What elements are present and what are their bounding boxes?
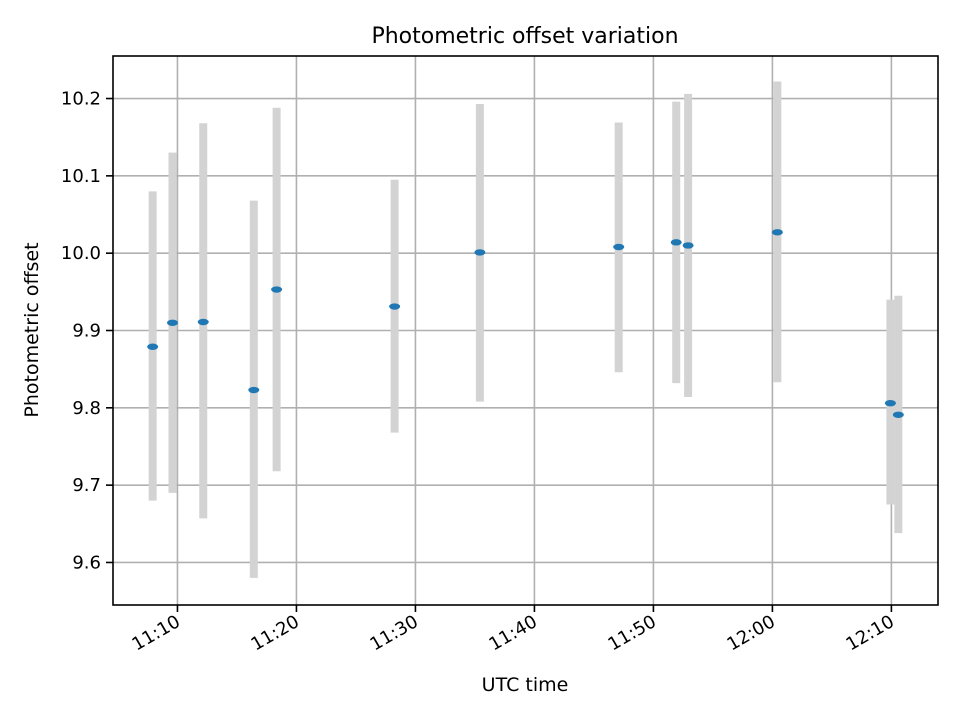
x-tick-label: 11:50 (604, 611, 659, 655)
x-tick-label: 11:20 (248, 611, 303, 655)
data-point (884, 399, 896, 407)
y-tick-label: 9.9 (72, 321, 101, 342)
y-tick-label: 10.1 (61, 166, 101, 187)
y-tick-label: 9.6 (72, 552, 101, 573)
x-tick-label: 12:10 (842, 611, 897, 655)
y-tick-label: 9.8 (72, 398, 101, 419)
data-point (613, 243, 625, 251)
y-axis: 9.6 9.7 9.8 9.9 10.0 10.1 10.2 (61, 89, 113, 573)
data-point (474, 249, 486, 256)
data-point (147, 343, 159, 350)
grid (113, 56, 938, 605)
y-axis-label: Photometric offset (21, 242, 43, 417)
data-point (248, 386, 260, 394)
data-point (892, 411, 904, 418)
y-tick-label: 10.2 (61, 89, 101, 110)
data-point (682, 242, 694, 249)
x-axis: 11:10 11:20 11:30 11:40 11:50 12:00 12:10 (129, 605, 898, 655)
data-point (389, 303, 401, 310)
data-point (670, 239, 682, 246)
data-point (166, 319, 178, 326)
data-points (147, 229, 904, 418)
y-tick-label: 10.0 (61, 243, 101, 264)
x-tick-label: 11:10 (129, 611, 184, 655)
data-point (197, 318, 209, 326)
x-axis-label: UTC time (482, 674, 569, 696)
x-tick-label: 11:40 (485, 611, 540, 655)
chart-title: Photometric offset variation (371, 24, 678, 49)
y-tick-label: 9.7 (72, 475, 101, 496)
data-point (771, 229, 783, 236)
data-point (271, 286, 283, 293)
x-tick-label: 11:30 (367, 611, 422, 655)
x-tick-label: 12:00 (723, 611, 778, 655)
